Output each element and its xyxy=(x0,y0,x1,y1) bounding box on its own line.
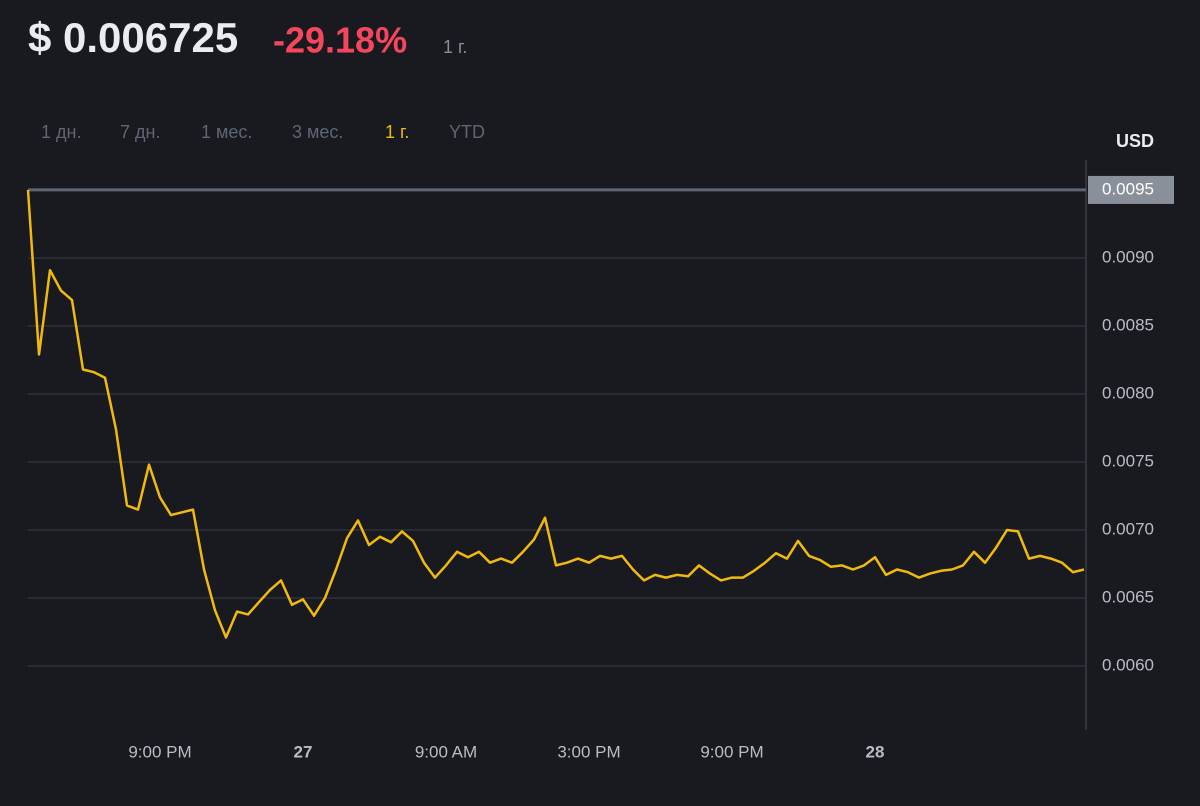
current-label-box xyxy=(1088,175,1174,204)
y-tick-label: 0.0085 xyxy=(1102,315,1154,334)
x-tick-label: 27 xyxy=(294,742,313,761)
y-tick-label: 0.0070 xyxy=(1102,520,1154,539)
period-tab[interactable]: 1 дн. xyxy=(41,122,81,142)
period-tab[interactable]: 7 дн. xyxy=(120,122,160,142)
price-change: -29.18% xyxy=(273,20,407,61)
y-tick-label: 0.0095 xyxy=(1102,179,1154,198)
price: $ 0.006725 xyxy=(28,14,238,61)
y-tick-label: 0.0060 xyxy=(1102,656,1154,675)
x-tick-label: 9:00 AM xyxy=(415,742,477,761)
period-tab[interactable]: 3 мес. xyxy=(292,122,343,142)
period: 1 г. xyxy=(443,37,467,57)
period-tab[interactable]: 1 г. xyxy=(385,122,409,142)
x-tick-label: 9:00 PM xyxy=(700,742,763,761)
x-tick-label: 3:00 PM xyxy=(557,742,620,761)
y-unit: USD xyxy=(1116,131,1154,151)
x-tick-label: 28 xyxy=(866,742,885,761)
price-line xyxy=(26,189,1085,639)
y-tick-label: 0.0090 xyxy=(1102,247,1154,266)
period-tab[interactable]: YTD xyxy=(449,122,485,142)
y-tick-label: 0.0075 xyxy=(1102,451,1154,470)
y-tick-label: 0.0080 xyxy=(1102,383,1154,402)
x-tick-label: 9:00 PM xyxy=(128,742,191,761)
y-tick-label: 0.0065 xyxy=(1102,588,1154,607)
period-tab[interactable]: 1 мес. xyxy=(201,122,252,142)
